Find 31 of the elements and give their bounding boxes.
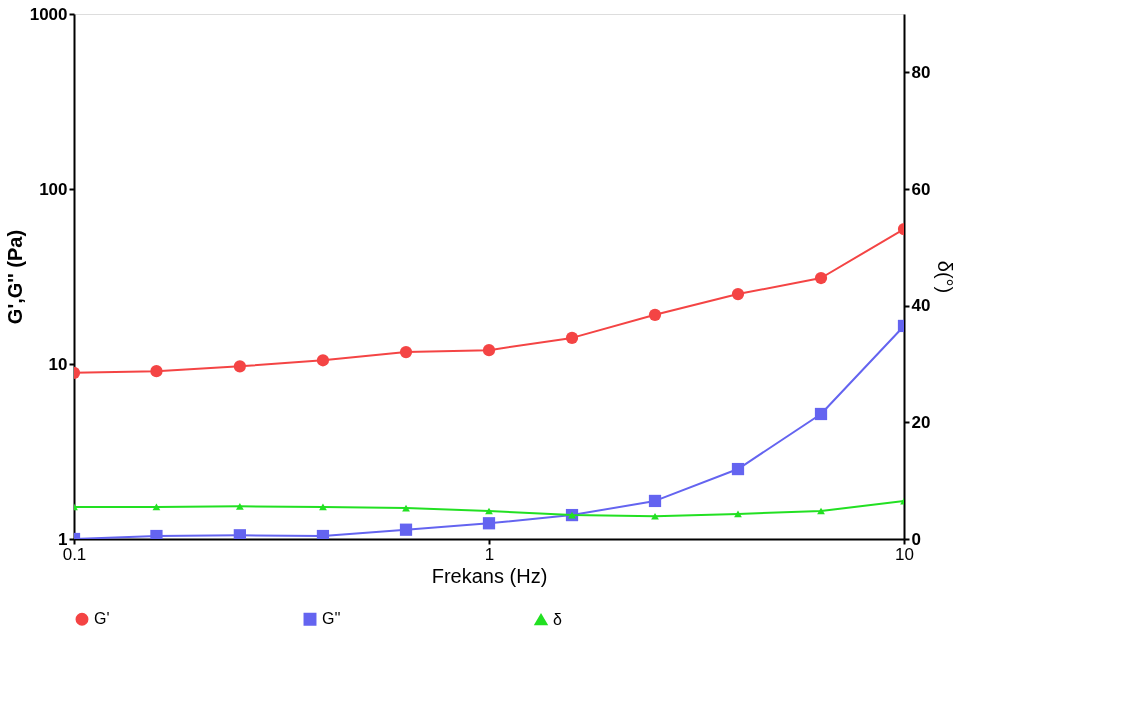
x-axis-title: Frekans (Hz) [431, 564, 548, 587]
point [316, 354, 330, 367]
x-tick-label: 10 [895, 544, 914, 564]
y-tick-label: 100 [39, 179, 68, 199]
point [399, 523, 413, 536]
y-tick-label: 10 [48, 354, 68, 374]
legend-label: G' [94, 610, 110, 628]
point [648, 494, 662, 508]
y2-tick-label: 40 [911, 296, 931, 316]
point [150, 365, 163, 378]
point [814, 407, 828, 421]
point [814, 271, 828, 285]
legend-label: δ [553, 610, 562, 628]
point [399, 345, 413, 359]
y2-tick-label: 80 [911, 62, 931, 82]
point [731, 462, 745, 476]
x-tick-label: 1 [484, 544, 495, 564]
point [233, 529, 246, 539]
y2-tick-label: 60 [911, 179, 931, 199]
point [482, 344, 496, 357]
y2-axis-title: δ(°) [934, 260, 957, 294]
point [233, 360, 246, 373]
y-tick-label: 1000 [29, 4, 68, 24]
point [648, 308, 662, 321]
y-axis-title: G',G'' (Pa) [3, 229, 26, 325]
point [731, 287, 745, 301]
y2-tick-label: 20 [911, 412, 931, 432]
legend-label: G'' [322, 610, 341, 628]
point [482, 517, 496, 530]
point [565, 331, 579, 344]
y2-tick-label: 0 [911, 529, 921, 549]
